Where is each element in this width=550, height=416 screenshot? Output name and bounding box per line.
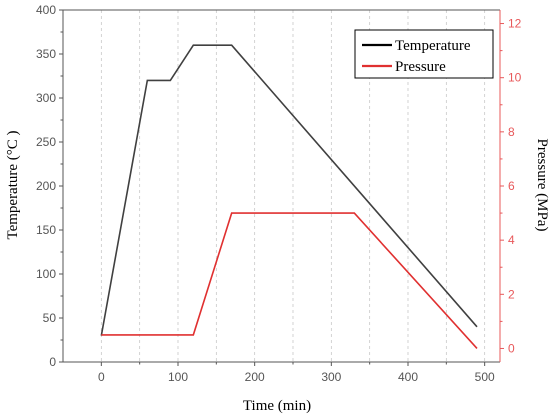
y-left-tick-label: 300	[36, 91, 56, 105]
x-tick-label: 200	[245, 370, 265, 384]
y-axis-left-label: Temperature (°C )	[5, 130, 21, 239]
y-left-tick-label: 0	[49, 355, 56, 369]
grid-layer	[100, 10, 486, 362]
series-line-pressure	[101, 212, 478, 349]
y-right-tick-label: 10	[508, 71, 522, 85]
series-layer	[100, 44, 478, 349]
y-right-tick-label: 8	[508, 125, 515, 139]
axes-layer: 0 100 200 300 400 500050100150200250300350400…	[36, 3, 522, 384]
y-left-tick-label: 100	[36, 267, 56, 281]
y-right-tick-label: 0	[508, 341, 515, 355]
legend-label-temperature: Temperature	[395, 38, 471, 54]
y-left-tick-label: 200	[36, 179, 56, 193]
y-right-tick-label: 4	[508, 233, 515, 247]
y-left-tick-label: 150	[36, 223, 56, 237]
y-right-tick-label: 12	[508, 17, 522, 31]
x-tick-label: 100	[168, 370, 188, 384]
y-left-tick-label: 400	[36, 3, 56, 17]
legend: Temperature Pressure	[354, 29, 494, 79]
y-left-tick-label: 250	[36, 135, 56, 149]
x-tick-label: 500	[475, 370, 495, 384]
y-right-tick-label: 6	[508, 179, 515, 193]
y-axis-right-label: Pressure (MPa)	[534, 139, 550, 232]
series-line-temperature	[100, 44, 478, 336]
x-axis-label: Time (min)	[243, 398, 311, 414]
y-right-tick-label: 2	[508, 287, 515, 301]
legend-label-pressure: Pressure	[395, 59, 446, 75]
y-left-tick-label: 350	[36, 47, 56, 61]
x-tick-label: 0	[98, 370, 105, 384]
x-tick-label: 400	[398, 370, 418, 384]
y-left-tick-label: 50	[43, 311, 57, 325]
x-tick-label: 300	[321, 370, 341, 384]
legend-box	[354, 29, 494, 79]
